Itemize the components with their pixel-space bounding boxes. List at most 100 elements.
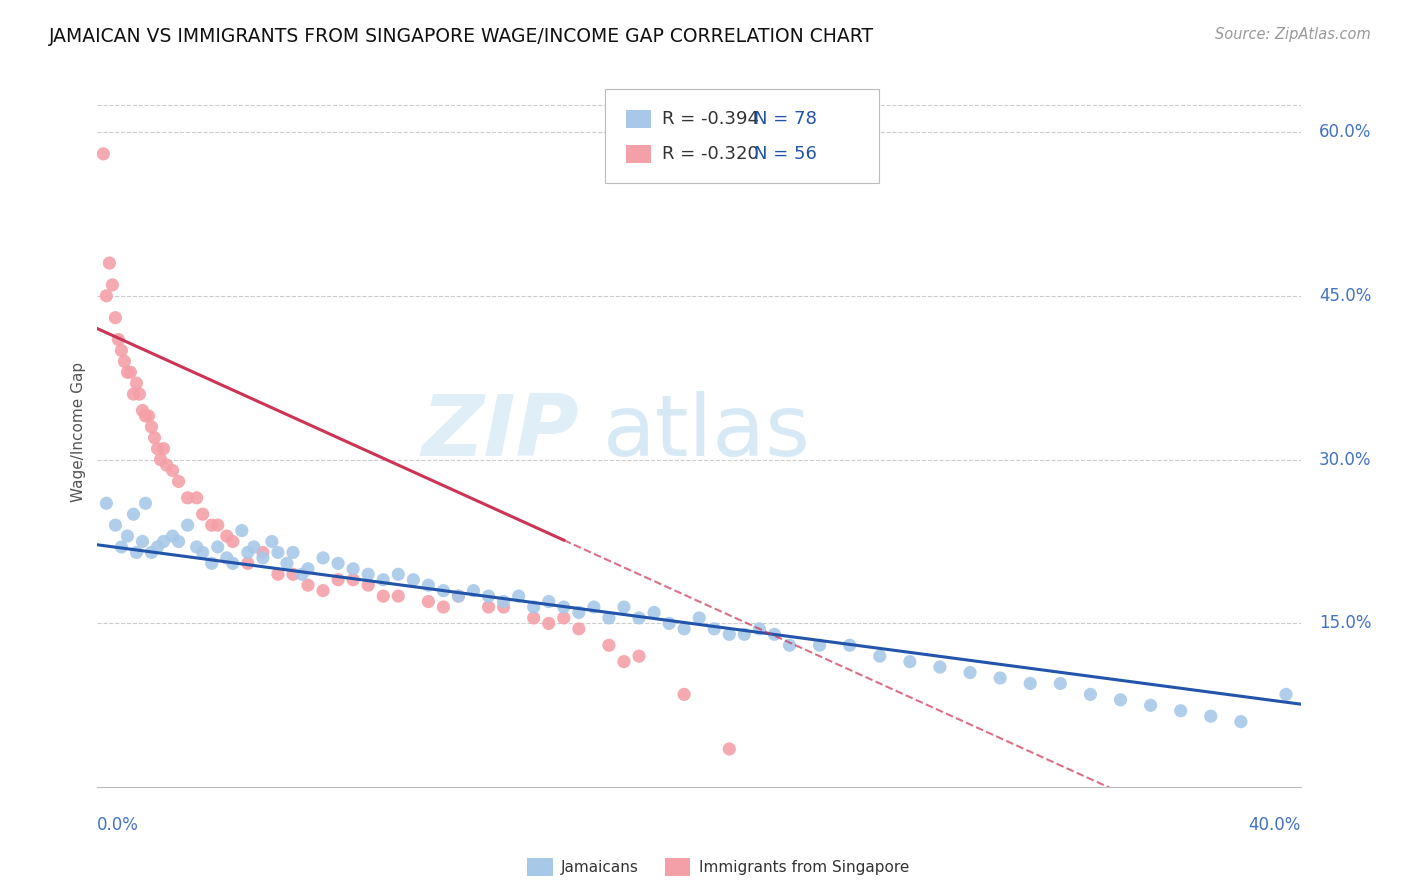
Point — [98, 256, 121, 270]
Point — [1199, 709, 1222, 723]
Point — [1170, 704, 1192, 718]
Point — [523, 600, 546, 615]
Point — [342, 562, 364, 576]
Point — [110, 540, 132, 554]
Point — [96, 289, 118, 303]
Point — [326, 557, 349, 571]
Point — [267, 545, 290, 559]
Point — [146, 540, 169, 554]
Point — [627, 649, 650, 664]
Point — [432, 600, 454, 615]
Point — [447, 589, 470, 603]
Text: N = 78: N = 78 — [754, 110, 817, 128]
Text: 30.0%: 30.0% — [1319, 450, 1372, 468]
Point — [267, 567, 290, 582]
Point — [326, 573, 349, 587]
Point — [215, 529, 238, 543]
Point — [252, 550, 274, 565]
Point — [231, 524, 253, 538]
Point — [703, 622, 725, 636]
Point — [143, 431, 166, 445]
Point — [167, 534, 190, 549]
Point — [658, 616, 681, 631]
Y-axis label: Wage/Income Gap: Wage/Income Gap — [72, 362, 86, 502]
Point — [373, 589, 395, 603]
Point — [763, 627, 786, 641]
Point — [898, 655, 921, 669]
Point — [598, 638, 620, 652]
Point — [131, 534, 153, 549]
Point — [101, 277, 124, 292]
Text: Source: ZipAtlas.com: Source: ZipAtlas.com — [1215, 27, 1371, 42]
Point — [260, 534, 283, 549]
Point — [1019, 676, 1042, 690]
Point — [688, 611, 710, 625]
Text: 0.0%: 0.0% — [97, 816, 139, 834]
Point — [402, 573, 425, 587]
Text: ZIP: ZIP — [422, 391, 579, 474]
Point — [201, 557, 224, 571]
Point — [869, 649, 891, 664]
Point — [186, 491, 208, 505]
Point — [988, 671, 1011, 685]
Text: 60.0%: 60.0% — [1319, 123, 1371, 141]
Point — [125, 545, 148, 559]
Point — [176, 518, 198, 533]
Point — [463, 583, 485, 598]
Point — [297, 578, 319, 592]
Point — [1049, 676, 1071, 690]
Point — [673, 687, 696, 701]
Point — [110, 343, 132, 358]
Point — [96, 496, 118, 510]
Text: R = -0.320: R = -0.320 — [662, 145, 759, 163]
Point — [201, 518, 224, 533]
Point — [93, 147, 115, 161]
Point — [1139, 698, 1161, 713]
Point — [598, 611, 620, 625]
Point — [281, 545, 304, 559]
Point — [222, 534, 245, 549]
Point — [162, 464, 184, 478]
Point — [312, 550, 335, 565]
Point — [162, 529, 184, 543]
Point — [582, 600, 605, 615]
Point — [477, 589, 499, 603]
Point — [297, 562, 319, 576]
Point — [128, 387, 150, 401]
Point — [627, 611, 650, 625]
Text: Jamaicans: Jamaicans — [561, 860, 638, 874]
Text: atlas: atlas — [603, 391, 811, 474]
Point — [117, 529, 139, 543]
Point — [733, 627, 755, 641]
Point — [387, 589, 409, 603]
Point — [134, 409, 156, 423]
Point — [186, 540, 208, 554]
Point — [1080, 687, 1102, 701]
Point — [1275, 687, 1298, 701]
Point — [191, 507, 214, 521]
Point — [176, 491, 198, 505]
Point — [553, 600, 575, 615]
Point — [748, 622, 770, 636]
Text: 45.0%: 45.0% — [1319, 287, 1371, 305]
Point — [122, 387, 145, 401]
Point — [236, 557, 259, 571]
Point — [120, 365, 142, 379]
Point — [149, 452, 172, 467]
Point — [508, 589, 530, 603]
Point — [222, 557, 245, 571]
Point — [207, 540, 229, 554]
Point — [152, 442, 174, 456]
Point — [779, 638, 801, 652]
Point — [643, 606, 665, 620]
Point — [104, 310, 127, 325]
Point — [613, 600, 636, 615]
Point — [276, 557, 298, 571]
Point — [138, 409, 160, 423]
Point — [357, 567, 380, 582]
Point — [959, 665, 981, 680]
Point — [357, 578, 380, 592]
Point — [838, 638, 860, 652]
Text: Immigrants from Singapore: Immigrants from Singapore — [699, 860, 910, 874]
Point — [236, 545, 259, 559]
